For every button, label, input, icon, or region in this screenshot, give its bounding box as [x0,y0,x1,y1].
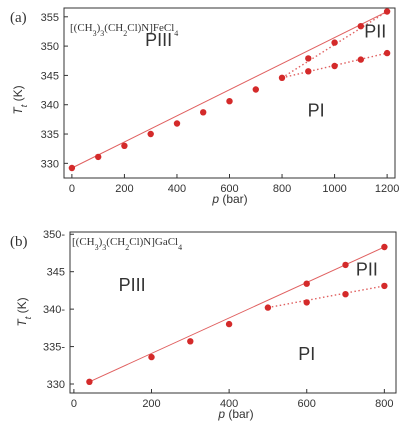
compound-subscript: 2 [123,29,127,38]
compound-text: Cl)N]FeCl [127,22,174,34]
x-tick-label: 800 [375,398,393,410]
phase-region-label: PI [308,100,325,120]
data-point [278,74,286,82]
compound-subscript: 3 [102,243,106,252]
data-point [383,8,391,15]
y-tick-label: 350- [43,229,65,241]
phase-boundary-dotted [267,285,385,309]
compound-subscript: 4 [174,29,178,38]
phase-region-label: PII [356,259,378,279]
y-axis-variable: T [15,318,29,327]
data-point [383,49,391,57]
y-axis-subscript: t [19,104,29,107]
panel-label: (b) [10,234,28,250]
x-tick-label: 400 [168,183,186,195]
data-point [225,320,233,328]
compound-subscript: 4 [178,243,182,252]
plot-frame [69,231,397,394]
data-point [357,23,364,30]
x-axis-variable: p [217,407,225,421]
phase-boundary-line [71,11,388,169]
compound-text: Cl)N]GaCl [129,236,178,248]
data-point [342,291,349,298]
compound-name: [(CH3)3(CH2Cl)N]GaCl4 [72,236,182,252]
compound-name: [(CH3)3(CH2Cl)N]FeCl4 [70,22,178,38]
x-tick-label: 200 [142,398,160,410]
x-tick-label: 0 [69,183,75,195]
data-point [147,130,154,138]
y-tick-label: 345 [47,267,65,279]
y-axis-variable: T [11,106,25,115]
data-point [342,261,349,269]
panel-label: (a) [10,10,27,26]
y-tick-label: 335 [41,129,59,141]
x-axis-unit: (bar) [225,407,254,421]
compound-text: (CH [104,22,123,34]
x-tick-label: 800 [273,183,291,195]
y-tick-label: 340- [43,304,65,316]
data-point [95,153,102,161]
y-axis-unit: (K) [11,85,25,104]
data-point [68,164,76,172]
x-axis-unit: (bar) [219,192,248,206]
y-axis-label: Tt (K) [11,85,29,114]
data-point [86,378,93,385]
compound-subscript: 3 [100,29,104,38]
compound-text: (CH [106,236,125,248]
y-axis-label: Tt (K) [15,297,33,326]
y-tick-label: 335- [43,342,65,354]
x-axis-label: p (bar) [217,407,253,421]
data-point [381,243,388,251]
data-point [187,338,194,345]
data-point [331,62,338,70]
data-point [148,353,155,361]
y-axis-subscript: t [23,316,33,319]
phase-boundary-dotted [281,10,388,79]
data-point [121,142,128,149]
data-point [264,304,272,311]
x-tick-label: 400 [220,398,238,410]
y-axis-unit: (K) [15,297,29,316]
y-tick-label: 330 [47,379,65,391]
compound-text: [(CH [70,22,93,34]
phase-region-label: PIII [145,30,172,50]
data-point [200,109,207,116]
x-tick-label: 600 [220,183,238,195]
chart-panel-1: 0 200 400 600 800 330 335- 340- 345 350- PIII PI PII… [10,229,397,421]
x-tick-label: 600 [298,398,316,410]
compound-subscript: 2 [125,243,129,252]
y-tick-label: 340 [41,100,59,112]
y-tick-label: 345 [41,70,59,82]
compound-subscript: 3 [95,243,99,252]
x-axis-label: p (bar) [211,192,247,206]
chart-panel-0: 0 200 400 600 800 1000 1200 330 335 340 345 350 355 P… [10,7,399,206]
data-point [305,68,312,75]
compound-subscript: 3 [93,29,97,38]
x-tick-label: 1200 [375,183,399,195]
x-axis-variable: p [211,192,219,206]
data-point [252,86,259,93]
compound-text: [(CH [72,236,95,248]
data-point [357,56,364,63]
data-point [226,98,233,105]
x-tick-label: 200 [115,183,133,195]
x-tick-label: 1000 [322,183,346,195]
compound-text: ) [97,22,101,34]
phase-region-label: PI [298,344,315,364]
phase-region-label: PII [364,21,386,41]
y-tick-label: 350 [41,41,59,53]
data-point [305,55,312,62]
phase-region-label: PIII [119,275,146,295]
data-point [303,299,310,306]
y-tick-label: 330 [41,158,59,170]
data-point [381,282,388,290]
data-point [173,120,181,127]
data-point [303,280,310,287]
y-tick-label: 355 [41,12,59,24]
x-tick-label: 0 [71,398,77,410]
data-point [331,39,338,46]
phase-boundary-line [89,246,385,383]
compound-text: ) [99,236,103,248]
